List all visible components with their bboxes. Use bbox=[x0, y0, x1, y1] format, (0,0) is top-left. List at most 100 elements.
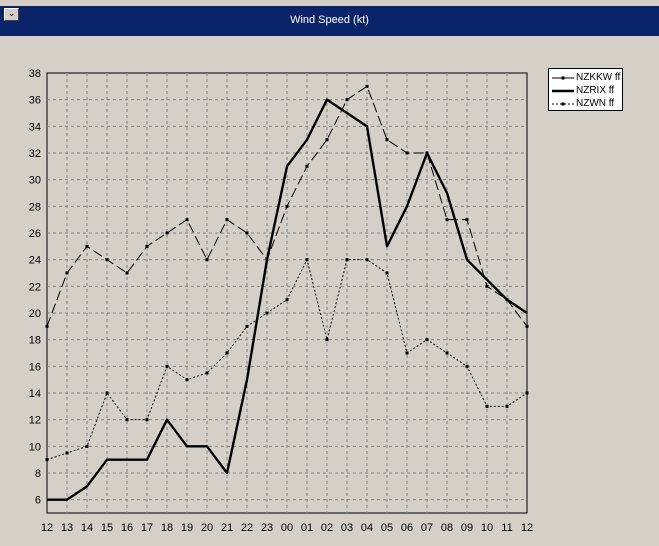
y-tick-label: 22 bbox=[29, 281, 41, 293]
y-tick-label: 34 bbox=[29, 121, 41, 133]
data-point bbox=[285, 298, 289, 302]
data-point bbox=[365, 84, 369, 88]
data-point bbox=[205, 371, 209, 375]
series-lines bbox=[45, 84, 529, 501]
data-point bbox=[245, 231, 249, 235]
data-point bbox=[445, 218, 449, 222]
x-tick-label: 11 bbox=[501, 522, 512, 534]
x-tick-label: 14 bbox=[81, 522, 93, 534]
y-tick-label: 14 bbox=[29, 388, 41, 400]
data-point bbox=[365, 258, 369, 262]
x-tick-label: 23 bbox=[261, 522, 273, 534]
data-point bbox=[285, 204, 289, 208]
y-tick-label: 32 bbox=[29, 148, 41, 160]
data-point bbox=[405, 151, 409, 155]
x-tick-label: 20 bbox=[201, 522, 213, 534]
legend-item: NZRIX ff bbox=[549, 84, 622, 97]
data-point bbox=[185, 218, 189, 222]
y-tick-label: 38 bbox=[29, 68, 41, 80]
y-tick-label: 26 bbox=[29, 228, 41, 240]
x-tick-label: 08 bbox=[441, 522, 453, 534]
legend-item: NZWN ff bbox=[549, 97, 622, 110]
legend-swatch-nzrix bbox=[552, 89, 574, 92]
data-point bbox=[185, 378, 189, 382]
x-tick-label: 16 bbox=[121, 522, 133, 534]
x-tick-label: 18 bbox=[161, 522, 173, 534]
x-tick-label: 19 bbox=[181, 522, 193, 534]
data-point bbox=[65, 271, 69, 275]
data-point bbox=[145, 418, 149, 422]
data-point bbox=[45, 458, 49, 462]
data-point bbox=[465, 218, 469, 222]
data-point bbox=[145, 244, 149, 248]
data-point bbox=[205, 258, 209, 262]
data-point bbox=[405, 351, 409, 355]
x-tick-label: 15 bbox=[101, 522, 113, 534]
data-point bbox=[225, 218, 229, 222]
y-tick-label: 10 bbox=[29, 441, 41, 453]
legend-swatch-nzwn bbox=[552, 102, 574, 105]
data-point bbox=[525, 391, 529, 395]
x-tick-label: 12 bbox=[521, 522, 533, 534]
y-tick-label: 12 bbox=[29, 415, 41, 427]
data-point bbox=[385, 271, 389, 275]
x-tick-label: 21 bbox=[221, 522, 233, 534]
data-point bbox=[165, 364, 169, 368]
data-point bbox=[445, 351, 449, 355]
x-tick-label: 01 bbox=[301, 522, 313, 534]
chevron-down-icon[interactable]: ⌄ bbox=[4, 8, 19, 21]
data-point bbox=[105, 258, 109, 262]
data-point bbox=[45, 324, 49, 328]
x-tick-label: 12 bbox=[41, 522, 53, 534]
data-point bbox=[125, 271, 129, 275]
y-axis-ticks: 6 8 10 12 14 16 18 20 22 24 26 28 30 32 34 36 38 bbox=[29, 68, 41, 507]
data-point bbox=[305, 164, 309, 168]
x-tick-label: 04 bbox=[361, 522, 373, 534]
data-point bbox=[385, 138, 389, 142]
data-point bbox=[325, 338, 329, 342]
data-point bbox=[165, 231, 169, 235]
x-tick-label: 10 bbox=[481, 522, 493, 534]
data-point bbox=[425, 338, 429, 342]
y-tick-label: 36 bbox=[29, 95, 41, 107]
y-tick-label: 16 bbox=[29, 361, 41, 373]
data-point bbox=[485, 404, 489, 408]
y-tick-label: 6 bbox=[35, 495, 41, 507]
grid-lines bbox=[47, 73, 527, 513]
data-point bbox=[525, 324, 529, 328]
data-point bbox=[265, 311, 269, 315]
x-tick-label: 07 bbox=[421, 522, 433, 534]
data-point bbox=[345, 258, 349, 262]
x-tick-label: 00 bbox=[281, 522, 293, 534]
y-tick-label: 24 bbox=[29, 255, 41, 267]
x-axis-ticks: 12 13 14 15 16 17 18 19 20 21 22 23 00 01 02 03 04 05 06 07… bbox=[41, 522, 533, 534]
legend-item: NZKKW ff bbox=[549, 71, 622, 84]
x-tick-label: 09 bbox=[461, 522, 473, 534]
x-tick-label: 22 bbox=[241, 522, 253, 534]
x-tick-label: 06 bbox=[401, 522, 413, 534]
data-point bbox=[245, 324, 249, 328]
y-tick-label: 20 bbox=[29, 308, 41, 320]
y-tick-label: 30 bbox=[29, 175, 41, 187]
window-top-strip bbox=[0, 0, 659, 6]
y-tick-label: 28 bbox=[29, 201, 41, 213]
legend-swatch-nzkkw bbox=[552, 76, 574, 79]
legend: NZKKW ff NZRIX ff NZWN ff bbox=[548, 68, 623, 111]
data-point bbox=[125, 418, 129, 422]
x-tick-label: 02 bbox=[321, 522, 333, 534]
data-point bbox=[505, 404, 509, 408]
data-point bbox=[305, 258, 309, 262]
series-line-2 bbox=[47, 98, 528, 501]
x-tick-label: 13 bbox=[61, 522, 73, 534]
data-point bbox=[85, 244, 89, 248]
data-point bbox=[325, 138, 329, 142]
title-bar: ⌄ Wind Speed (kt) bbox=[0, 6, 659, 36]
legend-label: NZWN ff bbox=[576, 98, 615, 109]
x-tick-label: 03 bbox=[341, 522, 353, 534]
chart-title: Wind Speed (kt) bbox=[290, 14, 369, 26]
data-point bbox=[485, 284, 489, 288]
y-tick-label: 18 bbox=[29, 335, 41, 347]
data-point bbox=[345, 98, 349, 102]
y-tick-label: 8 bbox=[35, 468, 41, 480]
